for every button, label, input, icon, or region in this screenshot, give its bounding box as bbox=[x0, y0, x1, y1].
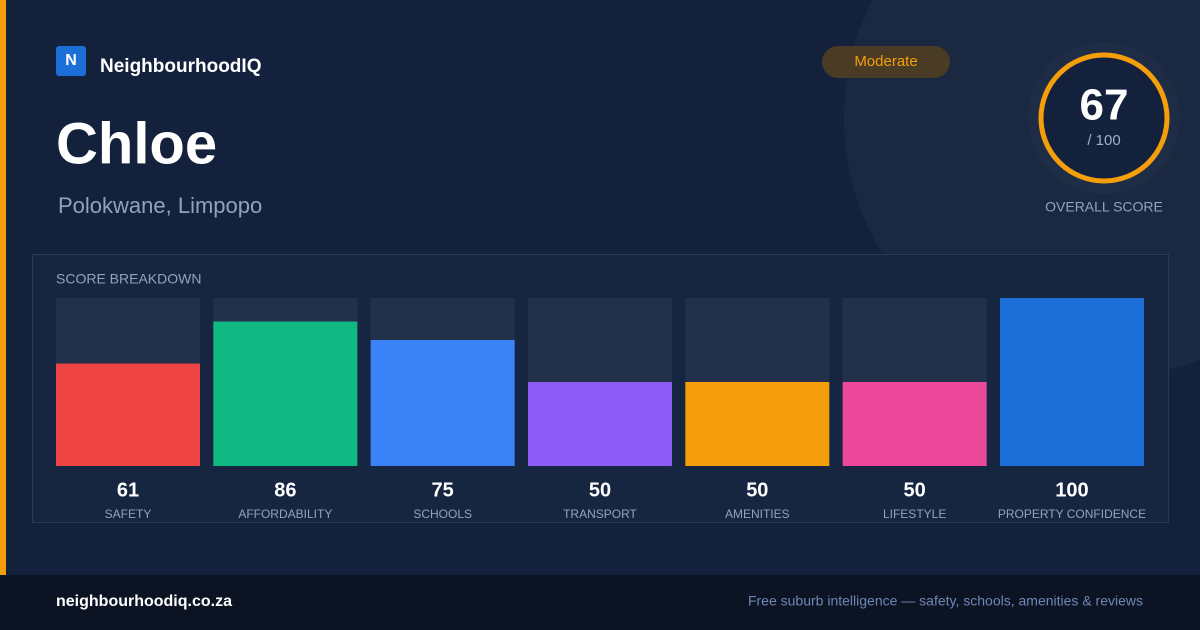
logo-box bbox=[56, 46, 86, 76]
value-label: 75 bbox=[432, 479, 454, 501]
value-label: 100 bbox=[1055, 479, 1088, 501]
badge bbox=[822, 46, 950, 78]
bar bbox=[527, 382, 672, 466]
category-label: TRANSPORT bbox=[563, 507, 637, 521]
value-label: 50 bbox=[904, 479, 926, 501]
category-label: PROPERTY CONFIDENCE bbox=[998, 507, 1146, 521]
chart-title: SCORE BREAKDOWN bbox=[56, 271, 201, 287]
category-label: LIFESTYLE bbox=[883, 507, 946, 521]
badge-text: Moderate bbox=[854, 53, 917, 70]
accent-stripe bbox=[0, 0, 6, 575]
bar bbox=[999, 298, 1144, 466]
value-label: 86 bbox=[274, 479, 296, 501]
bars: 61 SAFETY 86 AFFORDABILITY 75 SCHOOLS 50 TRANSP… bbox=[56, 298, 1146, 521]
footer-domain: neighbourhoodiq.co.za bbox=[56, 593, 232, 610]
overall-label: OVERALL SCORE bbox=[1045, 199, 1163, 215]
category-label: SAFETY bbox=[105, 507, 152, 521]
title: Chloe bbox=[56, 111, 217, 176]
value-label: 61 bbox=[117, 479, 139, 501]
logo-letter: N bbox=[65, 52, 77, 69]
overall-out-of: / 100 bbox=[1087, 132, 1120, 149]
bar bbox=[370, 340, 515, 466]
score-ring bbox=[1038, 52, 1170, 184]
overall-score: 67 bbox=[1080, 81, 1129, 130]
value-label: 50 bbox=[589, 479, 611, 501]
location: Polokwane, Limpopo bbox=[58, 193, 262, 218]
category-label: AFFORDABILITY bbox=[238, 507, 332, 521]
bar bbox=[213, 321, 358, 466]
category-label: SCHOOLS bbox=[413, 507, 472, 521]
bar bbox=[56, 363, 200, 466]
category-label: AMENITIES bbox=[725, 507, 790, 521]
brand-name: NeighbourhoodIQ bbox=[100, 56, 261, 77]
bar bbox=[842, 382, 987, 466]
value-label: 50 bbox=[746, 479, 768, 501]
footer-tagline: Free suburb intelligence — safety, schoo… bbox=[748, 593, 1143, 609]
footer bbox=[0, 575, 1200, 630]
bar bbox=[685, 382, 830, 466]
